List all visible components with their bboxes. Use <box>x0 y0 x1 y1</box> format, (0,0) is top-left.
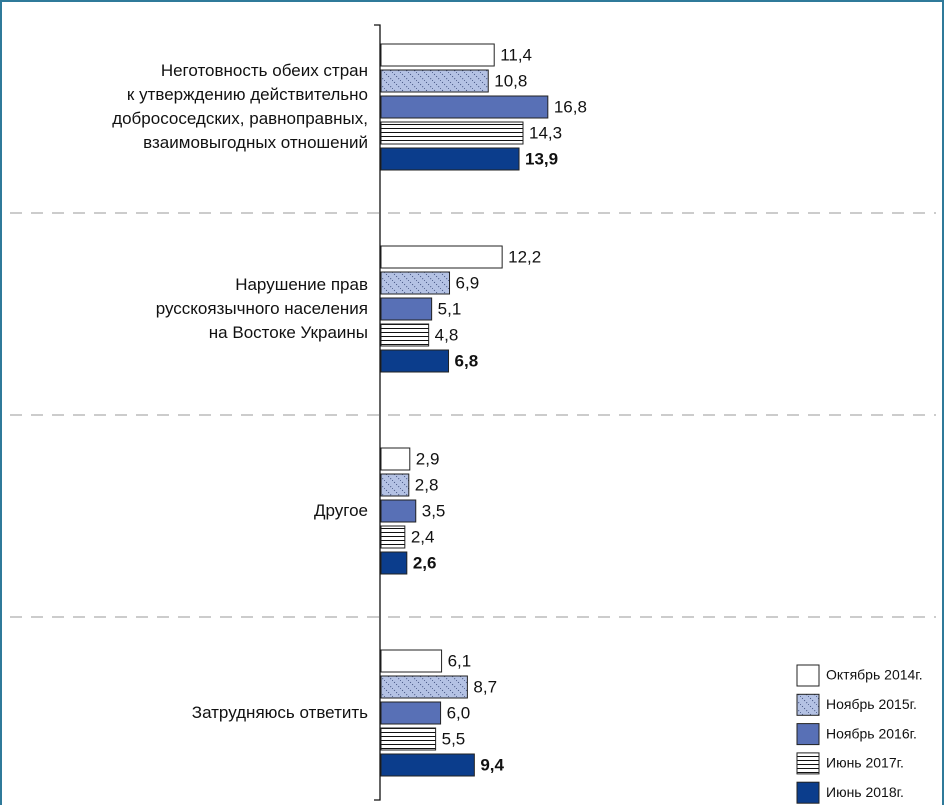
bar <box>380 271 451 295</box>
bar <box>380 675 468 699</box>
bar <box>380 297 433 321</box>
bar <box>380 649 443 673</box>
value-label: 6,1 <box>448 651 472 670</box>
bar <box>380 43 495 67</box>
value-label: 11,4 <box>500 45 532 64</box>
legend-swatch <box>796 752 820 775</box>
value-label: 9,4 <box>480 755 504 774</box>
bar <box>380 447 411 471</box>
bar <box>380 245 503 269</box>
bar <box>380 121 524 145</box>
value-label: 14,3 <box>529 123 562 142</box>
legend-swatch <box>796 693 820 716</box>
bar <box>380 701 442 725</box>
bar <box>380 727 437 751</box>
value-label: 2,6 <box>413 553 437 572</box>
value-label: 6,8 <box>455 351 479 370</box>
bar <box>380 69 489 93</box>
axis <box>374 24 381 801</box>
value-label: 16,8 <box>554 97 587 116</box>
bar <box>380 473 410 497</box>
category-label: Нарушение прав русскоязычного населения … <box>155 275 368 342</box>
value-label: 6,0 <box>447 703 471 722</box>
value-label: 2,4 <box>411 527 435 546</box>
category-label: Другое <box>313 501 368 520</box>
value-label: 4,8 <box>435 325 459 344</box>
legend-swatch <box>796 723 820 746</box>
value-label: 3,5 <box>422 501 446 520</box>
value-label: 2,9 <box>416 449 440 468</box>
legend-label: Июнь 2018г. <box>826 784 904 800</box>
value-label: 12,2 <box>508 247 541 266</box>
value-label: 13,9 <box>525 149 558 168</box>
legend-swatch <box>796 664 820 687</box>
bar <box>380 499 417 523</box>
value-label: 8,7 <box>473 677 497 696</box>
value-label: 5,1 <box>438 299 462 318</box>
bar <box>380 551 408 575</box>
bar <box>380 349 450 373</box>
value-label: 6,9 <box>456 273 480 292</box>
legend-label: Июнь 2017г. <box>826 755 904 771</box>
bar <box>380 95 549 119</box>
value-label: 5,5 <box>442 729 466 748</box>
bar <box>380 323 430 347</box>
value-label: 10,8 <box>494 71 527 90</box>
legend-label: Октябрь 2014г. <box>826 667 923 683</box>
legend-swatch <box>796 781 820 804</box>
category-label: Затрудняюсь ответить <box>191 703 368 722</box>
value-label: 2,8 <box>415 475 439 494</box>
category-label: Неготовность обеих стран к утверждению д… <box>112 61 368 152</box>
legend-label: Ноябрь 2015г. <box>826 696 917 712</box>
bar <box>380 147 520 171</box>
bar <box>380 753 475 777</box>
legend-label: Ноябрь 2016г. <box>826 725 917 741</box>
bar <box>380 525 406 549</box>
